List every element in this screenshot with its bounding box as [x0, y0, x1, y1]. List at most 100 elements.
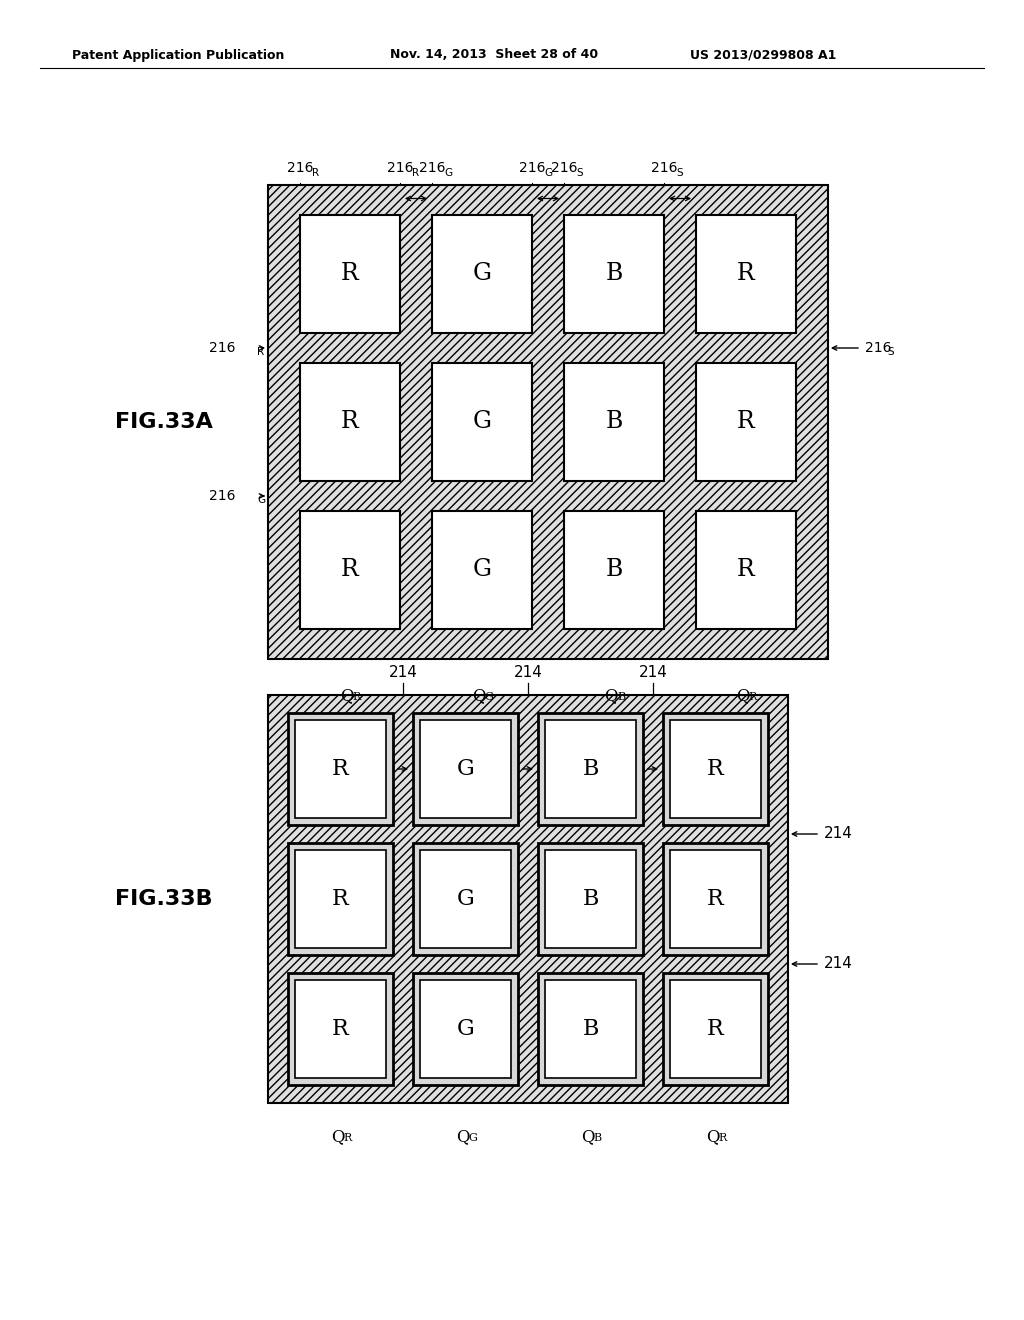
- Text: Nov. 14, 2013  Sheet 28 of 40: Nov. 14, 2013 Sheet 28 of 40: [390, 49, 598, 62]
- Text: Q: Q: [736, 686, 750, 704]
- Text: R: R: [708, 1018, 724, 1040]
- Text: G: G: [457, 758, 474, 780]
- Bar: [420, 719, 511, 818]
- Text: 216: 216: [387, 161, 414, 176]
- Text: R: R: [737, 411, 755, 433]
- Text: S: S: [887, 347, 894, 356]
- Bar: [300, 363, 400, 480]
- Bar: [413, 843, 518, 954]
- Bar: [295, 719, 386, 818]
- Text: R: R: [332, 888, 349, 909]
- Text: R: R: [312, 168, 319, 178]
- Bar: [420, 850, 511, 948]
- Bar: [300, 511, 400, 630]
- Bar: [545, 850, 636, 948]
- Text: 216: 216: [209, 488, 234, 503]
- Text: US 2013/0299808 A1: US 2013/0299808 A1: [690, 49, 837, 62]
- Text: 216: 216: [209, 341, 234, 355]
- Bar: [432, 363, 532, 480]
- Text: R: R: [341, 411, 358, 433]
- Bar: [288, 973, 393, 1085]
- Text: R: R: [343, 1133, 351, 1143]
- Text: FIG.33B: FIG.33B: [115, 888, 213, 909]
- Text: R: R: [257, 347, 264, 356]
- Text: 216: 216: [287, 161, 313, 176]
- Text: Q: Q: [706, 1129, 719, 1144]
- Text: R: R: [353, 692, 361, 702]
- Text: B: B: [605, 411, 623, 433]
- Bar: [413, 973, 518, 1085]
- Text: R: R: [332, 758, 349, 780]
- Bar: [295, 979, 386, 1078]
- Text: 214: 214: [824, 957, 853, 972]
- Bar: [696, 363, 796, 480]
- Bar: [696, 215, 796, 333]
- Bar: [288, 843, 393, 954]
- Text: R: R: [708, 888, 724, 909]
- Text: Patent Application Publication: Patent Application Publication: [72, 49, 285, 62]
- Bar: [432, 511, 532, 630]
- Text: 214: 214: [639, 665, 668, 680]
- Text: Q: Q: [456, 1129, 469, 1144]
- Text: 214: 214: [388, 665, 418, 680]
- Text: FIG.33A: FIG.33A: [115, 412, 213, 432]
- Bar: [268, 696, 788, 1104]
- Text: R: R: [708, 758, 724, 780]
- Text: 216: 216: [551, 161, 578, 176]
- Text: 216: 216: [650, 161, 677, 176]
- Bar: [545, 719, 636, 818]
- Text: R: R: [737, 263, 755, 285]
- Bar: [663, 713, 768, 825]
- Bar: [545, 979, 636, 1078]
- Bar: [564, 363, 664, 480]
- Text: Q: Q: [604, 686, 617, 704]
- Bar: [538, 713, 643, 825]
- Text: G: G: [472, 263, 492, 285]
- Bar: [432, 215, 532, 333]
- Text: 216: 216: [419, 161, 445, 176]
- Bar: [670, 979, 761, 1078]
- Text: G: G: [484, 692, 494, 702]
- Bar: [295, 850, 386, 948]
- Bar: [670, 719, 761, 818]
- Text: R: R: [341, 263, 358, 285]
- Text: G: G: [544, 168, 552, 178]
- Text: B: B: [605, 558, 623, 582]
- Text: B: B: [583, 888, 599, 909]
- Bar: [670, 850, 761, 948]
- Text: B: B: [605, 263, 623, 285]
- Bar: [413, 713, 518, 825]
- Text: 216: 216: [865, 341, 892, 355]
- Text: G: G: [457, 1018, 474, 1040]
- Text: G: G: [457, 888, 474, 909]
- Text: G: G: [472, 411, 492, 433]
- Text: R: R: [719, 1133, 727, 1143]
- Text: Q: Q: [581, 1129, 594, 1144]
- Text: 214: 214: [824, 826, 853, 842]
- Text: 214: 214: [514, 665, 543, 680]
- Text: Q: Q: [331, 1129, 344, 1144]
- Text: G: G: [257, 495, 265, 506]
- Text: G: G: [468, 1133, 477, 1143]
- Text: B: B: [616, 692, 625, 702]
- Text: Q: Q: [472, 686, 485, 704]
- Bar: [268, 185, 828, 659]
- Bar: [663, 843, 768, 954]
- Text: S: S: [676, 168, 683, 178]
- Text: G: G: [472, 558, 492, 582]
- Text: R: R: [341, 558, 358, 582]
- Bar: [420, 979, 511, 1078]
- Text: R: R: [412, 168, 419, 178]
- Text: 216: 216: [519, 161, 545, 176]
- Text: S: S: [575, 168, 583, 178]
- Bar: [663, 973, 768, 1085]
- Text: R: R: [332, 1018, 349, 1040]
- Text: R: R: [737, 558, 755, 582]
- Bar: [696, 511, 796, 630]
- Bar: [564, 511, 664, 630]
- Bar: [538, 843, 643, 954]
- Text: Q: Q: [340, 686, 353, 704]
- Bar: [538, 973, 643, 1085]
- Text: B: B: [583, 1018, 599, 1040]
- Bar: [288, 713, 393, 825]
